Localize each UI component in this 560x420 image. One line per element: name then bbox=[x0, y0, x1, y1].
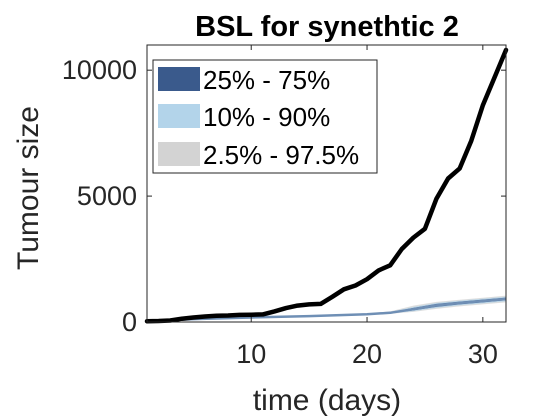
legend: 25% - 75% 10% - 90% 2.5% - 97.5% bbox=[152, 59, 378, 174]
plot-frame bbox=[146, 44, 507, 323]
lines bbox=[144, 47, 509, 324]
legend-swatch-2-5-97-5 bbox=[158, 142, 200, 166]
y-axis-label: Tumour size bbox=[12, 106, 45, 270]
axes: 10 20 30 0 5000 10000 bbox=[62, 44, 507, 369]
x-tick-label: 10 bbox=[236, 339, 266, 369]
y-tick-label: 5000 bbox=[77, 181, 137, 211]
legend-label-10-90: 10% - 90% bbox=[203, 102, 330, 132]
chart-title: BSL for synethtic 2 bbox=[195, 11, 459, 43]
legend-swatch-10-90 bbox=[158, 104, 200, 128]
y-tick-label: 0 bbox=[122, 307, 137, 337]
x-tick-label: 20 bbox=[352, 339, 382, 369]
x-axis-label: time (days) bbox=[253, 384, 401, 417]
plot-area bbox=[144, 47, 509, 324]
x-ticks: 10 20 30 bbox=[236, 45, 498, 369]
y-tick-label: 10000 bbox=[62, 55, 137, 85]
series-line-0 bbox=[144, 47, 509, 324]
y-ticks: 0 5000 10000 bbox=[62, 55, 506, 337]
legend-swatch-25-75 bbox=[158, 67, 200, 91]
legend-label-25-75: 25% - 75% bbox=[203, 65, 330, 95]
median-line bbox=[146, 297, 507, 323]
legend-label-2-5-97-5: 2.5% - 97.5% bbox=[203, 140, 359, 170]
x-tick-label: 30 bbox=[468, 339, 498, 369]
